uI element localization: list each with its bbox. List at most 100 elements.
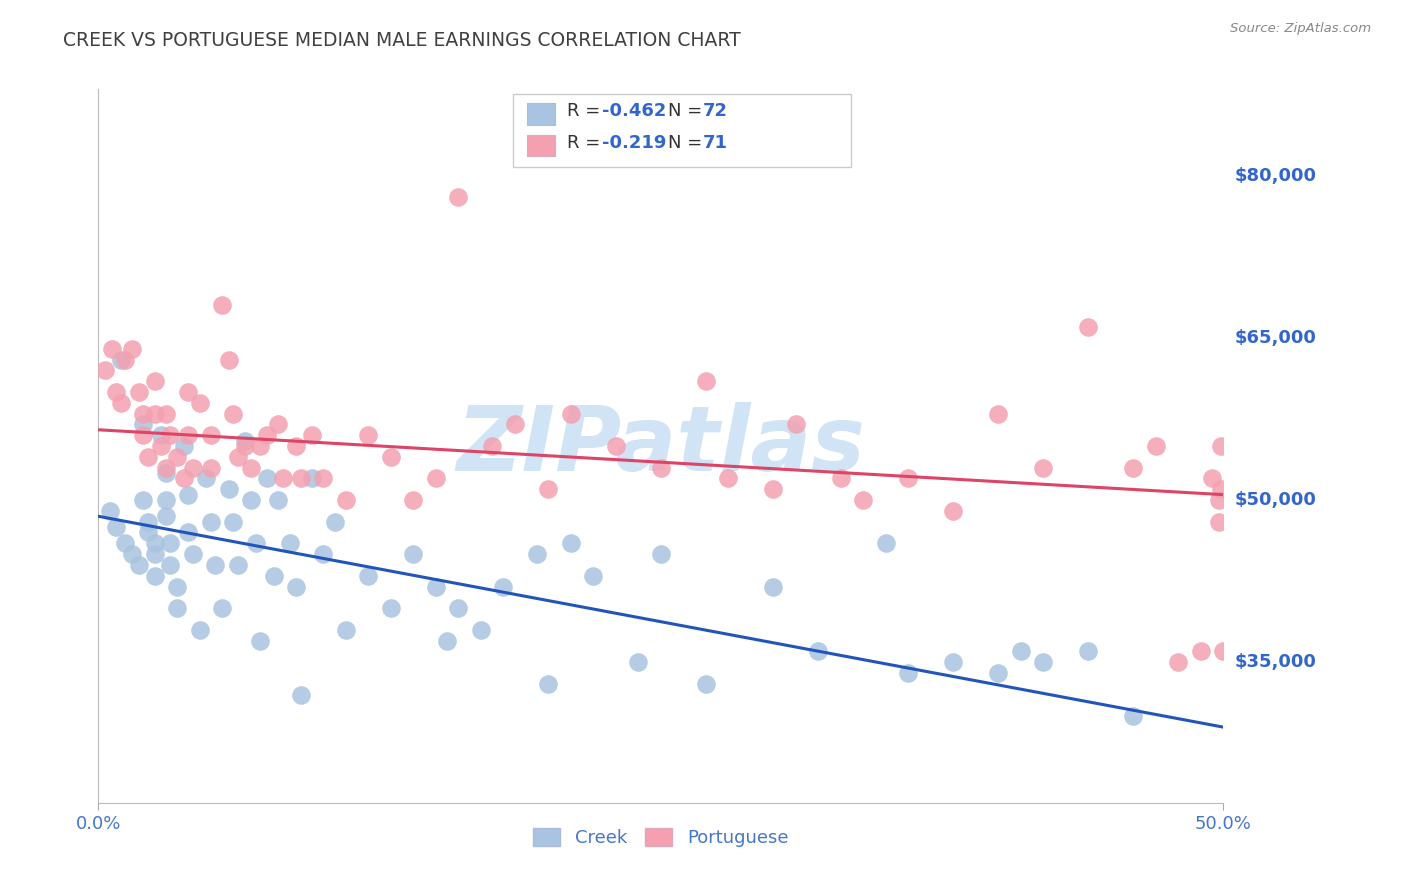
Point [143,374,166,388]
Text: ZIPatlas: ZIPatlas [457,402,865,490]
Point [155,460,177,475]
Point [1010,644,1032,658]
Point [159,558,181,572]
Point [875,536,897,550]
Point [312,547,335,561]
Point [222,407,245,421]
Point [492,580,515,594]
Point [233,439,256,453]
Point [1167,655,1189,669]
Point [1201,471,1223,485]
Point [1209,482,1232,496]
Point [987,666,1010,681]
Point [200,460,222,475]
Point [132,493,155,508]
Point [560,536,582,550]
Point [150,439,173,453]
Point [166,601,188,615]
Point [136,515,159,529]
Point [105,384,128,399]
Point [159,428,181,442]
Text: -0.219: -0.219 [602,134,666,152]
Point [1209,439,1232,453]
Point [155,407,177,421]
Point [271,471,294,485]
Point [267,417,290,432]
Point [1144,439,1167,453]
Point [188,396,211,410]
Point [942,504,965,518]
Point [249,633,271,648]
Point [94,363,117,377]
Point [143,547,166,561]
Point [335,493,357,508]
Text: $50,000: $50,000 [1234,491,1316,509]
Point [143,568,166,582]
Point [211,298,233,312]
Point [263,568,285,582]
Point [785,417,807,432]
Text: CREEK VS PORTUGUESE MEDIAN MALE EARNINGS CORRELATION CHART: CREEK VS PORTUGUESE MEDIAN MALE EARNINGS… [63,31,741,50]
Point [987,407,1010,421]
Point [807,644,830,658]
Point [380,450,402,464]
Point [218,482,240,496]
Text: 71: 71 [703,134,728,152]
Point [560,407,582,421]
Point [717,471,740,485]
Point [1077,320,1099,334]
Point [695,677,717,691]
Point [177,525,200,540]
Point [114,536,136,550]
Point [101,342,124,356]
Point [173,439,195,453]
Point [121,547,143,561]
Point [1077,644,1099,658]
Point [301,471,323,485]
Text: $80,000: $80,000 [1234,167,1316,185]
Point [897,666,920,681]
Point [188,623,211,637]
Point [537,482,560,496]
Point [177,428,200,442]
Point [150,428,173,442]
Text: 72: 72 [703,103,728,120]
Point [357,568,380,582]
Point [181,460,204,475]
Point [121,342,143,356]
Point [177,384,200,399]
Legend: Creek, Portuguese: Creek, Portuguese [526,821,796,855]
Point [110,396,132,410]
Point [204,558,226,572]
Point [143,536,166,550]
Point [1032,460,1054,475]
Point [335,623,357,637]
Text: -0.462: -0.462 [602,103,666,120]
Point [285,439,308,453]
Point [166,450,188,464]
Point [245,536,267,550]
Point [290,471,312,485]
Point [1208,515,1230,529]
Point [177,488,200,502]
Point [402,547,425,561]
Point [128,558,150,572]
Point [132,428,155,442]
Point [200,515,222,529]
Point [470,623,492,637]
Point [249,439,271,453]
Point [1032,655,1054,669]
Point [278,536,301,550]
Point [447,601,470,615]
Point [256,428,278,442]
Point [233,434,256,448]
Point [110,352,132,367]
Point [240,493,263,508]
Text: $65,000: $65,000 [1234,329,1316,347]
Point [155,466,177,480]
Point [143,407,166,421]
Point [132,407,155,421]
Point [1189,644,1212,658]
Point [942,655,965,669]
Point [503,417,526,432]
